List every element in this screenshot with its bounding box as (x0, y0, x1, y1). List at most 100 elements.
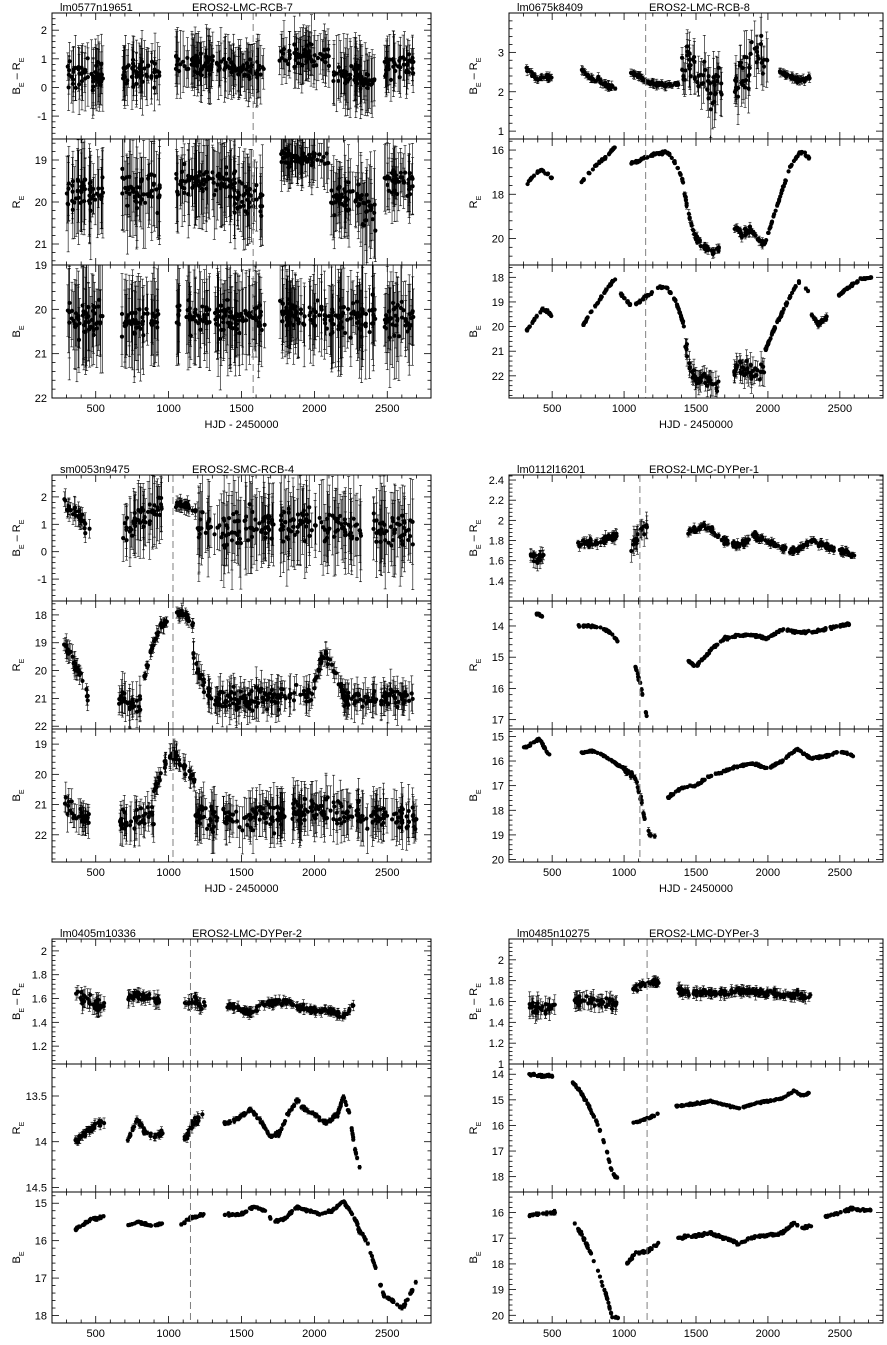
data-point (218, 303, 223, 308)
data-point (95, 320, 100, 325)
data-point (312, 314, 317, 319)
data-point (317, 152, 322, 157)
data-point (315, 298, 320, 303)
data-point (79, 65, 84, 70)
data-point (278, 298, 283, 303)
data-point (294, 310, 299, 315)
data-point (308, 317, 313, 322)
data-point (220, 308, 225, 313)
data-point (196, 183, 202, 189)
data-point (125, 313, 131, 318)
data-point (81, 183, 86, 188)
data-point (323, 60, 328, 65)
data-point (369, 206, 374, 211)
data-point (122, 74, 127, 80)
data-point (177, 308, 182, 313)
data-point (241, 63, 246, 68)
data-point (407, 326, 412, 331)
data-point (139, 177, 144, 182)
data-point (85, 56, 90, 61)
data-point (200, 189, 205, 194)
data-point (317, 313, 322, 318)
data-point (250, 60, 255, 66)
data-point (355, 320, 360, 326)
data-point (66, 186, 71, 191)
data-point (354, 315, 359, 320)
data-point (399, 299, 404, 304)
data-point (333, 200, 338, 205)
data-point (287, 301, 292, 306)
data-point (182, 186, 187, 191)
data-point (388, 77, 394, 82)
data-point (216, 68, 221, 73)
data-point (373, 228, 378, 233)
data-point (406, 177, 412, 182)
data-point (70, 183, 75, 188)
data-point (235, 197, 240, 202)
data-point (212, 192, 217, 197)
data-point (356, 203, 361, 208)
data-point (157, 70, 162, 75)
data-point (119, 334, 125, 339)
data-point (186, 66, 191, 71)
data-point (198, 51, 203, 56)
data-point (342, 187, 347, 192)
data-point (147, 173, 152, 178)
data-point (192, 310, 198, 315)
data-point (325, 161, 330, 166)
data-point (79, 190, 84, 195)
data-point (262, 322, 267, 327)
data-point (196, 321, 201, 326)
data-point (70, 77, 76, 82)
data-point (122, 323, 127, 329)
data-point (67, 320, 72, 325)
data-point (319, 158, 324, 163)
data-point (210, 170, 215, 175)
data-point (312, 308, 317, 313)
data-point (207, 64, 212, 69)
data-point (254, 197, 259, 202)
data-point (99, 72, 104, 77)
data-point (96, 193, 101, 198)
data-point (125, 203, 130, 208)
data-point (93, 197, 98, 202)
data-point (141, 311, 147, 316)
data-point (185, 55, 190, 61)
data-point (355, 194, 360, 200)
data-point (214, 60, 220, 65)
data-point (325, 47, 331, 52)
data-point (134, 321, 140, 326)
data-point (193, 174, 198, 180)
data-point (361, 83, 366, 88)
data-point (346, 189, 352, 194)
data-point (94, 63, 99, 68)
data-point (359, 74, 364, 80)
y-tick-label: 0 (41, 82, 47, 94)
data-point (401, 62, 406, 67)
data-point (345, 317, 350, 322)
data-point (403, 319, 409, 324)
data-point (129, 310, 134, 316)
data-point (397, 75, 402, 80)
data-point (293, 159, 298, 164)
data-point (73, 85, 78, 90)
data-point (286, 61, 291, 67)
data-point (388, 316, 394, 321)
data-point (187, 178, 192, 183)
data-point (338, 193, 343, 198)
data-point (66, 308, 71, 313)
data-point (319, 307, 324, 312)
data-point (290, 154, 295, 159)
data-point (91, 186, 96, 192)
data-point (365, 85, 370, 91)
data-point (361, 200, 366, 205)
data-point (284, 323, 289, 328)
data-point (241, 203, 246, 208)
chart-title: EROS2-LMC-RCB-7 (192, 2, 293, 14)
data-point (215, 182, 220, 187)
data-point (178, 62, 183, 67)
data-point (157, 183, 162, 188)
data-point (318, 51, 323, 57)
data-point (176, 68, 182, 74)
